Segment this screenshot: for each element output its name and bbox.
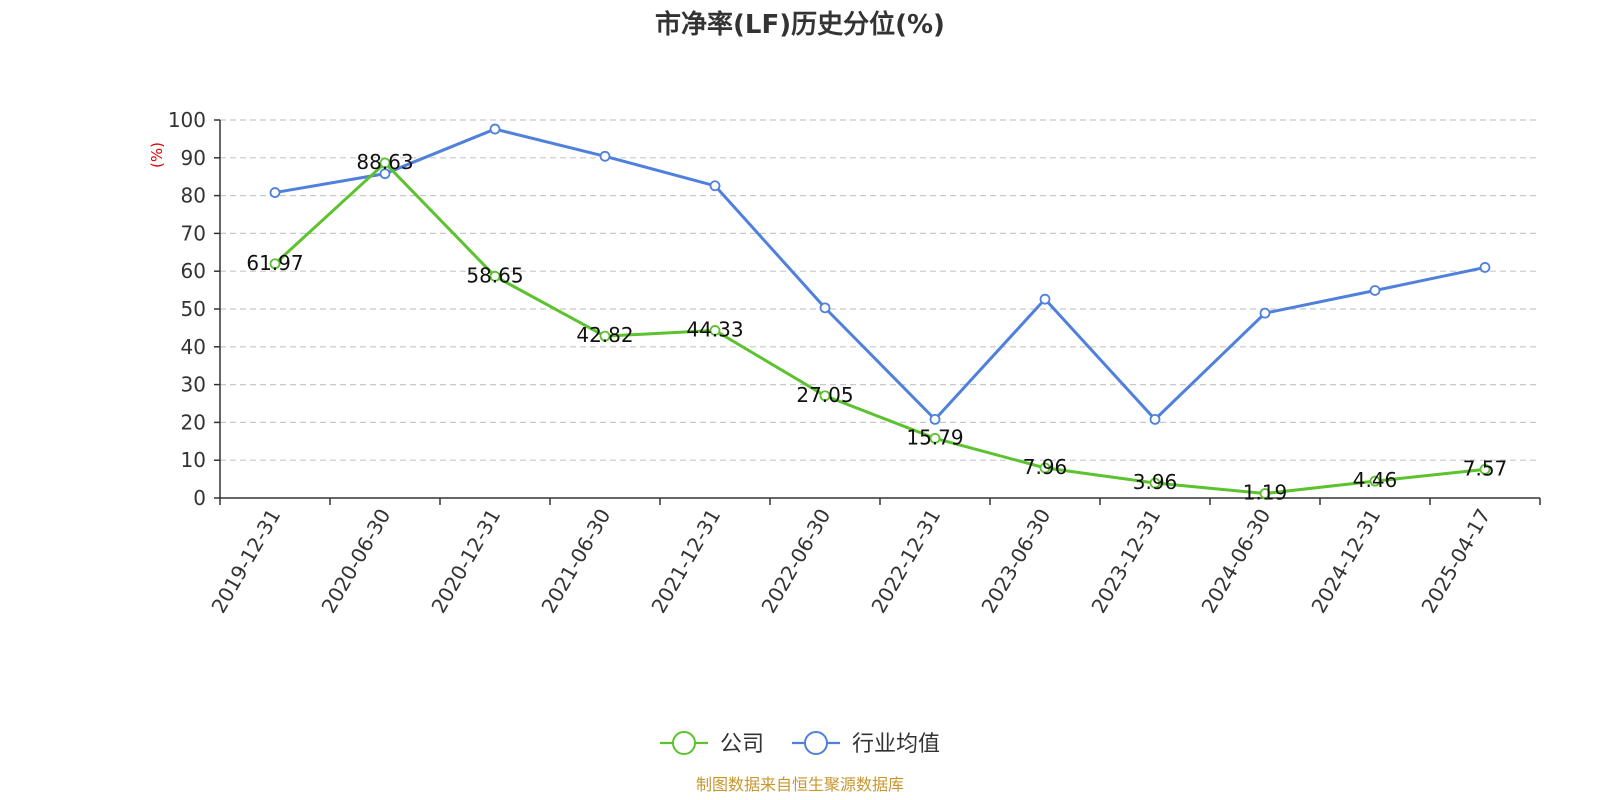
y-tick-label: 60: [181, 259, 206, 283]
data-label: 44.33: [686, 317, 743, 341]
data-label: 4.46: [1353, 468, 1398, 492]
x-tick-label: 2022-12-31: [866, 505, 945, 618]
series-1-point: [1039, 293, 1051, 305]
series-1-point: [379, 168, 391, 180]
data-label: 61.97: [246, 251, 303, 275]
legend-label-1: 行业均值: [852, 732, 940, 757]
series-0-point: [1149, 477, 1161, 489]
axes: 0 10 20 30 40 50 60 70 80 90 100 2019-12-31 2020-06-…: [168, 108, 1541, 618]
y-tick-label: 30: [181, 373, 206, 397]
x-tick-label: 2019-12-31: [206, 505, 285, 618]
y-tick-label: 40: [181, 335, 206, 359]
y-tick-label: 80: [181, 184, 206, 208]
data-labels: 61.97 88.63 58.65 42.82 44.33 27.05 15.79 7.96 3…: [246, 150, 1507, 505]
y-tick-label: 20: [181, 410, 206, 434]
legend-label-0: 公司: [720, 732, 764, 757]
series-1-point: [599, 150, 611, 162]
chart-title: 市净率(LF)历史分位(%): [655, 9, 945, 40]
series-line-1: [274, 127, 1486, 421]
series-0-point: [819, 390, 831, 402]
data-label: 42.82: [576, 323, 633, 347]
legend-marker-0: [672, 731, 696, 755]
data-label: 15.79: [906, 425, 963, 449]
series-0-point: [1039, 462, 1051, 474]
x-tick-label: 2025-04-17: [1416, 505, 1495, 618]
series-0-point: [379, 157, 391, 169]
data-label: 1.19: [1243, 481, 1288, 505]
series-0-point: [489, 270, 501, 282]
data-label: 58.65: [466, 263, 523, 287]
x-tick-label: 2021-06-30: [536, 505, 615, 618]
series-0-point: [599, 330, 611, 342]
x-tick-label: 2023-12-31: [1086, 505, 1165, 618]
series-line-0: [273, 161, 1486, 496]
series-1-point: [269, 187, 281, 198]
y-axis-label: (%): [148, 142, 166, 168]
series-0-point: [269, 258, 281, 270]
series-0-point: [929, 432, 941, 444]
y-tick-label: 90: [181, 146, 206, 170]
series-1-point: [1149, 413, 1161, 425]
grid-lines: [220, 119, 1540, 461]
series-1-point: [709, 180, 721, 192]
series-1-point: [1369, 285, 1381, 296]
data-label: 7.96: [1023, 455, 1068, 479]
data-label: 88.63: [356, 150, 413, 174]
series-layer: [269, 123, 1491, 499]
y-tick-label: 100: [168, 108, 206, 132]
x-tick-label: 2020-06-30: [316, 505, 395, 618]
y-tick-label: 50: [181, 297, 206, 321]
source-note: 制图数据来自恒生聚源数据库: [696, 775, 904, 794]
series-0-point: [709, 325, 721, 336]
data-label: 27.05: [796, 383, 853, 407]
x-tick-label: 2022-06-30: [756, 505, 835, 618]
x-tick-label: 2024-06-30: [1196, 505, 1275, 618]
y-tick-label: 70: [181, 221, 206, 245]
series-0-point: [1369, 475, 1381, 487]
x-tick-label: 2021-12-31: [646, 505, 725, 618]
x-tick-label: 2023-06-30: [976, 505, 1055, 618]
y-tick-label: 10: [181, 448, 206, 472]
y-tick-label: 0: [193, 486, 206, 510]
series-1-point: [929, 413, 941, 425]
legend-marker-1: [804, 731, 828, 755]
legend: 公司 行业均值: [660, 731, 940, 757]
series-1-point: [489, 123, 501, 135]
series-0-point: [1259, 488, 1271, 499]
data-label: 7.57: [1463, 456, 1508, 480]
series-1-point: [1479, 262, 1491, 273]
series-0-point: [1479, 463, 1491, 475]
data-label: 3.96: [1133, 470, 1178, 494]
series-1-point: [819, 302, 831, 314]
x-tick-label: 2024-12-31: [1306, 505, 1385, 618]
series-1-point: [1259, 307, 1271, 319]
x-tick-label: 2020-12-31: [426, 505, 505, 618]
